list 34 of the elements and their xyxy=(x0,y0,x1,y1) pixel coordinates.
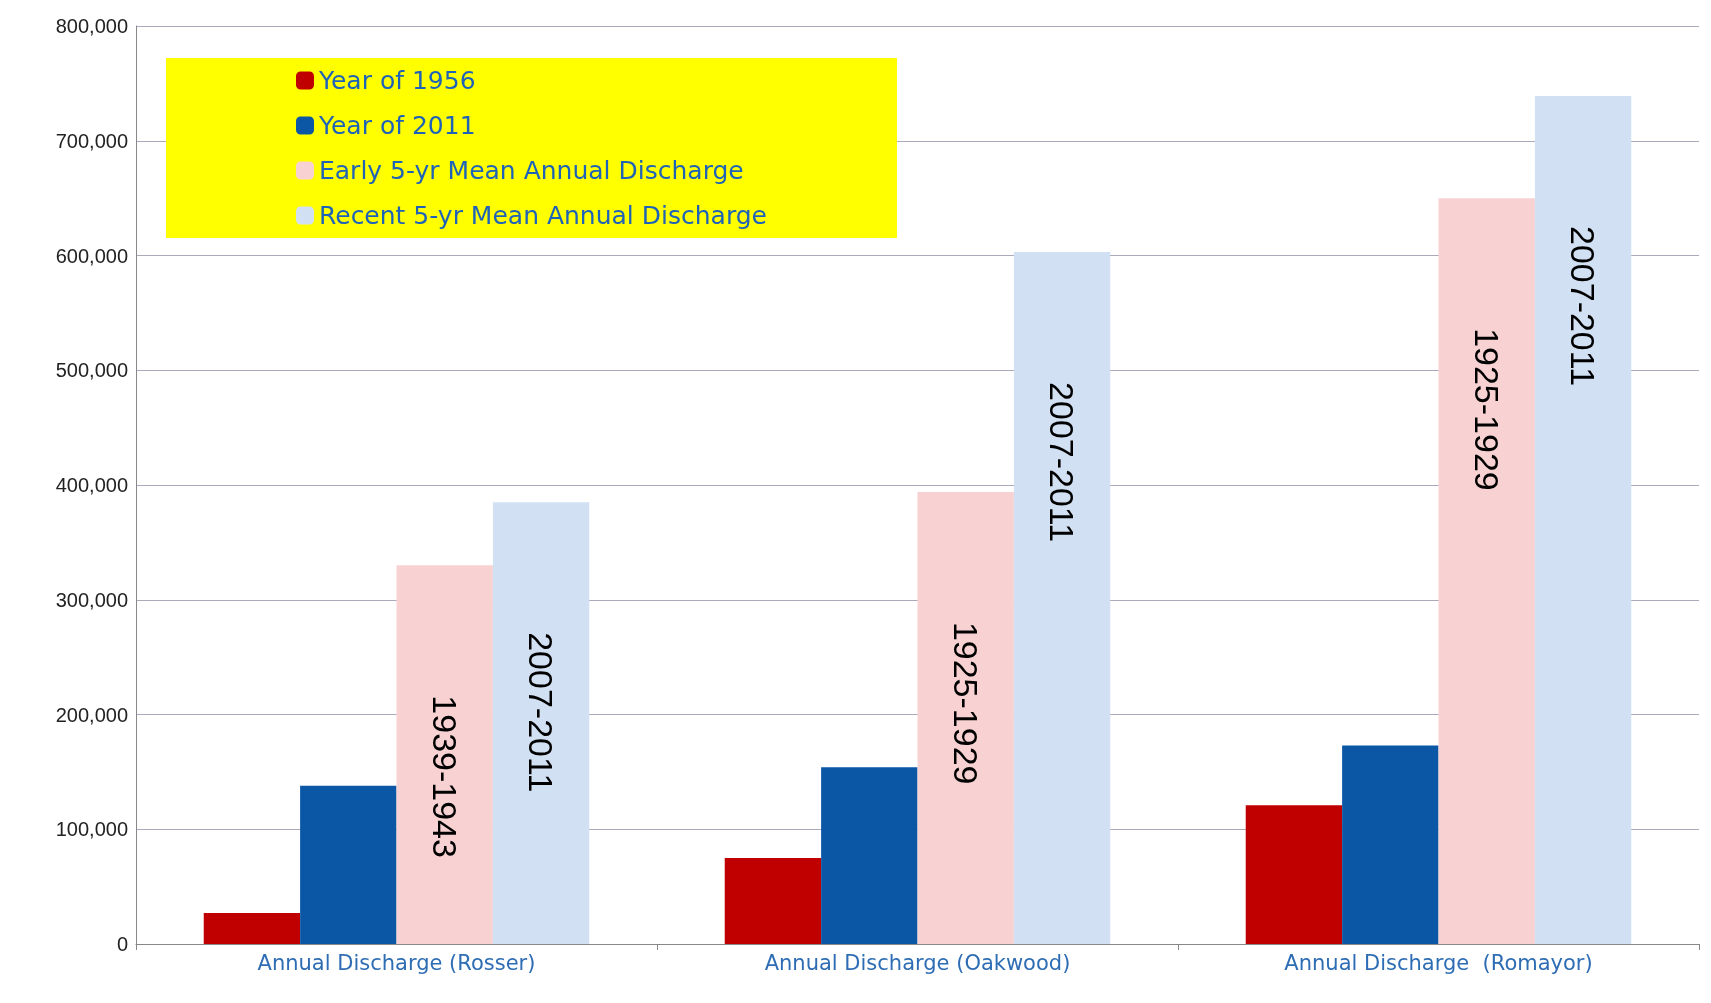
data-label: 1925-1929 xyxy=(1467,328,1506,491)
y-tick-label: 500,000 xyxy=(55,359,128,382)
bar xyxy=(1342,745,1439,944)
y-tick-label: 200,000 xyxy=(55,703,128,726)
bar xyxy=(492,502,590,944)
y-tick-label: 800,000 xyxy=(55,15,128,37)
y-tick-label: 300,000 xyxy=(55,588,128,611)
bar xyxy=(1013,252,1111,944)
bar xyxy=(1245,805,1343,944)
legend-label: Recent 5-yr Mean Annual Discharge xyxy=(319,201,767,230)
bar xyxy=(203,913,301,944)
legend-label: Year of 2011 xyxy=(318,111,476,140)
bar xyxy=(724,857,822,944)
data-label: 2007-2011 xyxy=(1043,382,1082,543)
y-tick-label: 400,000 xyxy=(55,474,128,496)
bar xyxy=(917,491,1014,944)
x-tick-label: Annual Discharge (Rosser) xyxy=(257,950,536,975)
bar xyxy=(300,785,397,944)
y-tick-label: 100,000 xyxy=(55,818,128,841)
data-label: 2007-2011 xyxy=(522,632,561,793)
y-tick-label: 700,000 xyxy=(55,129,128,152)
data-label: 1939-1943 xyxy=(425,695,464,858)
x-tick-label: Annual Discharge (Romayor) xyxy=(1284,950,1593,975)
data-label: 1925-1929 xyxy=(946,621,985,785)
y-tick-label: 0 xyxy=(116,933,128,955)
bar xyxy=(821,767,918,944)
legend-label: Year of 1956 xyxy=(318,66,476,95)
x-tick-label: Annual Discharge (Oakwood) xyxy=(764,950,1071,975)
bar xyxy=(396,565,493,944)
y-tick-label: 600,000 xyxy=(55,244,128,267)
data-label: 2007-2011 xyxy=(1564,226,1603,387)
legend-label: Early 5-yr Mean Annual Discharge xyxy=(319,156,744,185)
bar xyxy=(1438,198,1535,944)
bar xyxy=(1534,96,1632,944)
